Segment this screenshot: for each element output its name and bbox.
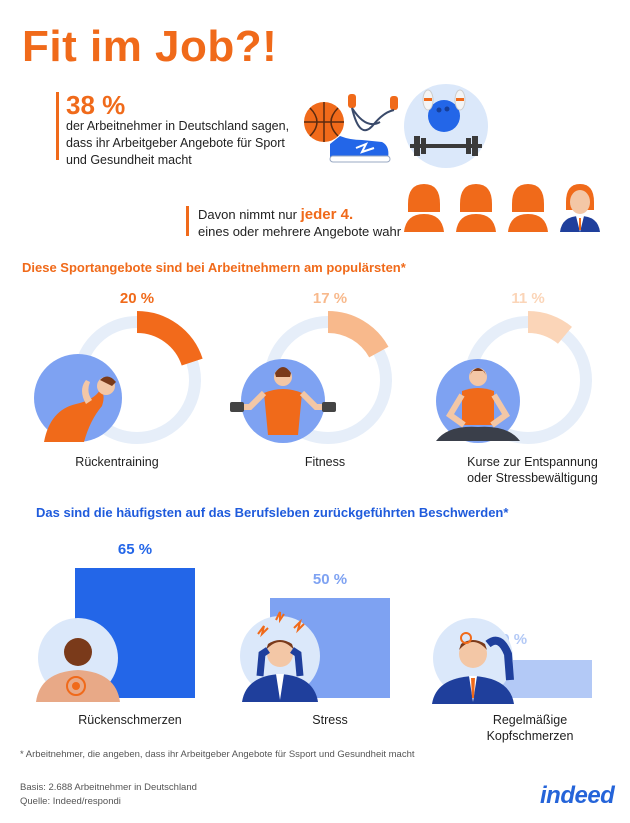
relaxation-illustration <box>436 359 520 443</box>
bar-category-2-line2: Kopfschmerzen <box>486 729 574 743</box>
usage-text: Davon nimmt nur jeder 4. eines oder mehr… <box>198 206 401 240</box>
people-icons <box>404 184 600 232</box>
bar-value-label-0: 65 % <box>118 541 152 558</box>
donut-category-2-line2: oder Stressbewältigung <box>467 471 598 485</box>
page-title: Fit im Job?! <box>22 22 278 71</box>
source-text: Quelle: Indeed/respondi <box>20 796 121 807</box>
section-heading-complaints: Das sind die häufigsten auf das Berufsle… <box>36 505 509 520</box>
jump-rope-icon <box>348 94 398 132</box>
bar-value-label-1: 50 % <box>313 571 347 588</box>
donut-value-label-2: 11 % <box>511 290 545 307</box>
donut-slice-0 <box>136 311 203 366</box>
donut-slice-2 <box>527 311 572 345</box>
intro-percent: 38 % <box>66 90 126 120</box>
stress-illustration <box>240 611 320 702</box>
donut-category-2: Kurse zur Entspannung oder Stressbewälti… <box>450 454 615 486</box>
fitness-illustration <box>230 359 336 443</box>
accent-bar <box>56 92 59 160</box>
person-male-icon <box>560 184 600 232</box>
donut-category-2-line1: Kurse zur Entspannung <box>467 455 598 469</box>
dumbbell-icon <box>322 402 336 412</box>
person-female-icon <box>404 184 444 232</box>
usage-prefix: Davon nimmt nur <box>198 207 297 222</box>
intro-text: der Arbeitnehmer in Deutschland sagen, d… <box>66 119 290 167</box>
sneaker-icon <box>329 136 391 163</box>
headache-illustration <box>432 618 514 704</box>
donut-value-label-0: 20 % <box>119 290 155 307</box>
bar-category-2: Regelmäßige Kopfschmerzen <box>470 712 590 744</box>
section-heading-sports: Diese Sportangebote sind bei Arbeitnehme… <box>22 260 406 275</box>
basis-text: Basis: 2.688 Arbeitnehmer in Deutschland <box>20 782 197 793</box>
bar-category-1: Stress <box>312 713 348 727</box>
barbell-icon <box>410 136 482 156</box>
bar-category-0: Rückenschmerzen <box>78 713 182 727</box>
person-female-icon <box>456 184 496 232</box>
back-pain-illustration <box>36 618 120 702</box>
bar-category-2-line1: Regelmäßige <box>492 713 568 727</box>
back-training-illustration <box>34 354 122 442</box>
indeed-logo[interactable]: indeed <box>540 782 615 809</box>
person-female-icon <box>508 184 548 232</box>
donut-category-0: Rückentraining <box>75 455 159 469</box>
bowling-icon <box>422 89 466 132</box>
usage-suffix: eines oder mehrere Angebote wahr <box>198 224 402 239</box>
donut-value-label-1: 17 % <box>312 290 348 307</box>
dumbbell-icon <box>230 402 244 412</box>
accent-bar-2 <box>186 206 189 236</box>
donut-category-1: Fitness <box>304 455 346 469</box>
donut-slice-1 <box>327 311 389 358</box>
usage-highlight: jeder 4. <box>300 206 354 223</box>
footnote: * Arbeitnehmer, die angeben, dass ihr Ar… <box>20 749 415 760</box>
sport-equipment-illustration <box>304 84 488 168</box>
